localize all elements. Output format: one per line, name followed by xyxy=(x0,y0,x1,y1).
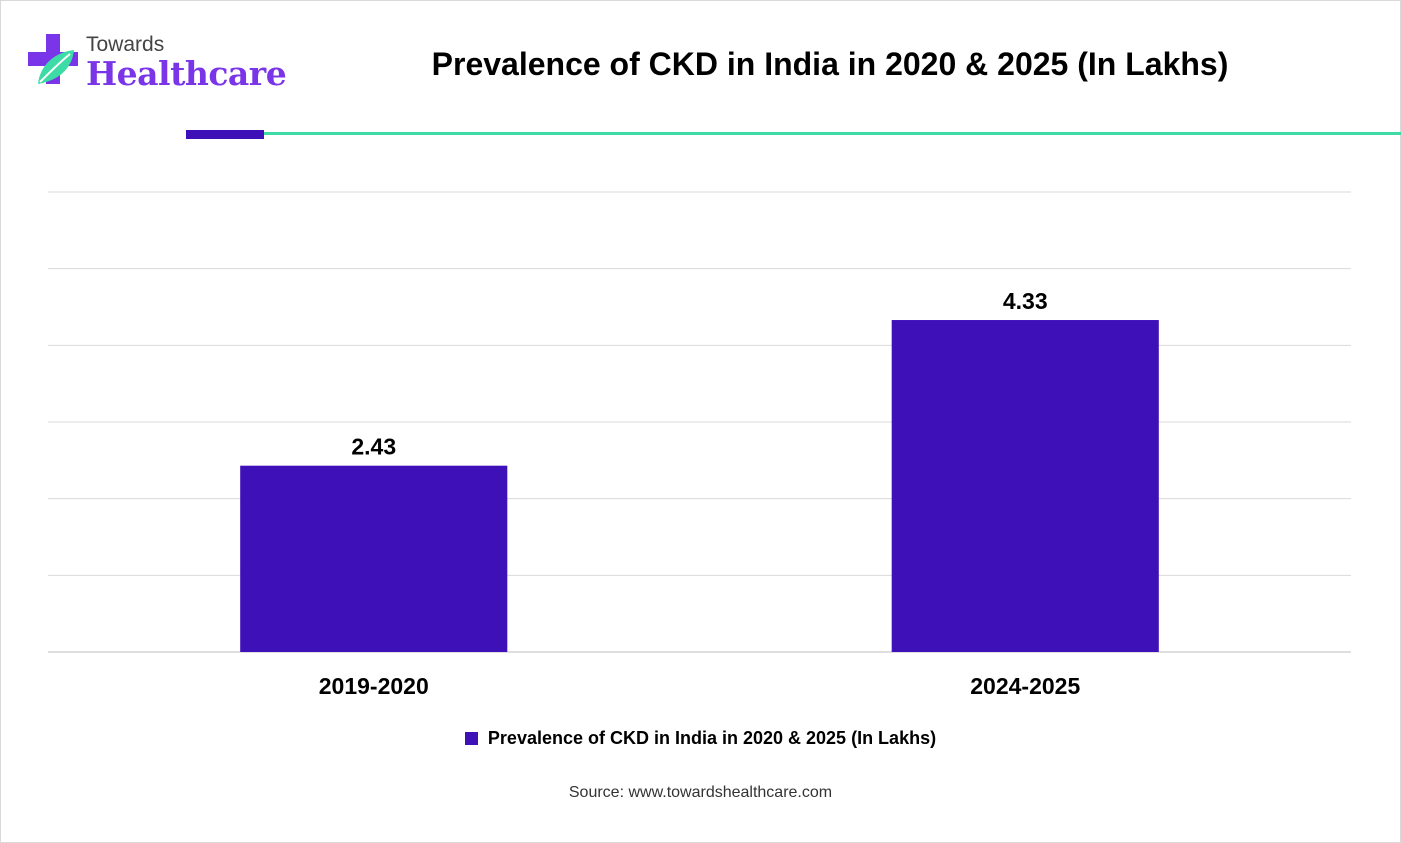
source-note: Source: www.towardshealthcare.com xyxy=(568,784,833,801)
x-tick-label-2024-2025: 2024-2025 xyxy=(970,673,1080,699)
logo-text-towards: Towards xyxy=(86,33,165,56)
bar-2019-2020 xyxy=(240,465,508,652)
title-accent-bar xyxy=(186,130,264,139)
bar-2024-2025 xyxy=(891,320,1159,652)
medical-cross-leaf-icon xyxy=(28,34,78,84)
title-divider-line xyxy=(264,132,1401,135)
logo-text-healthcare: Healthcare xyxy=(86,54,287,93)
chart-title: Prevalence of CKD in India in 2020 & 202… xyxy=(431,46,1229,82)
legend-label: Prevalence of CKD in India in 2020 & 202… xyxy=(487,728,937,748)
legend-swatch xyxy=(464,732,478,745)
x-tick-label-2019-2020: 2019-2020 xyxy=(319,673,429,699)
towards-healthcare-logo: Towards Healthcare xyxy=(28,32,287,102)
data-label-2024-2025: 4.33 xyxy=(1003,288,1048,314)
data-label-2019-2020: 2.43 xyxy=(351,434,396,460)
legend: Prevalence of CKD in India in 2020 & 202… xyxy=(0,728,1401,749)
